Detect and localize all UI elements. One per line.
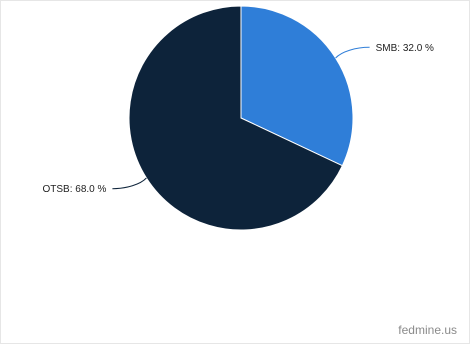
pie-slice-1[interactable] bbox=[128, 5, 344, 231]
slice-label-0: SMB: 32.0 % bbox=[376, 43, 434, 54]
label-connector-0 bbox=[335, 46, 370, 59]
pie-slices bbox=[128, 5, 354, 231]
watermark: fedmine.us bbox=[398, 323, 457, 337]
label-connector-1 bbox=[112, 177, 147, 190]
slice-label-1: OTSB: 68.0 % bbox=[42, 184, 106, 195]
slice-labels: SMB: 32.0 % OTSB: 68.0 % bbox=[42, 43, 434, 195]
label-connectors bbox=[112, 46, 370, 190]
pie-slice-0[interactable] bbox=[240, 5, 354, 167]
